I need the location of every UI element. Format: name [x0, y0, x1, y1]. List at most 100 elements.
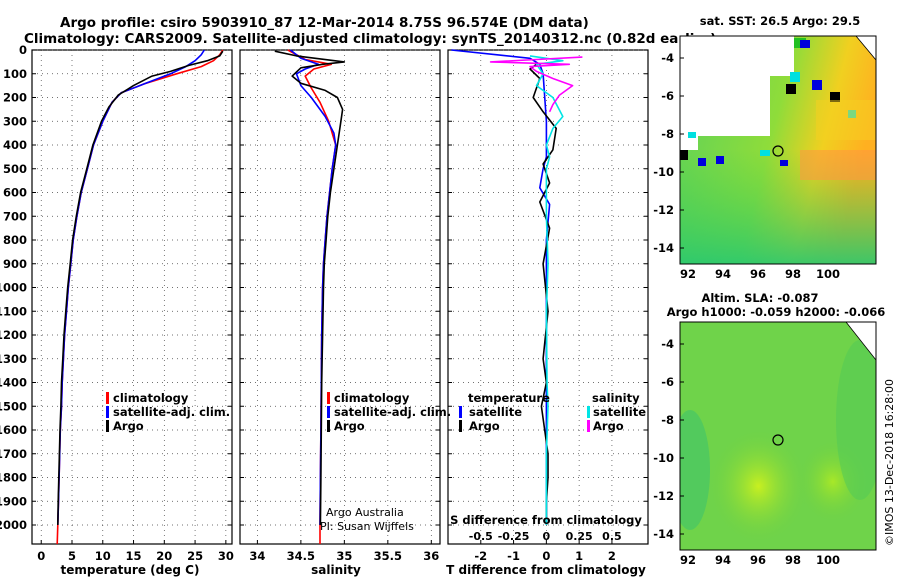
depth-tick-label: 1800	[0, 471, 27, 485]
salinity-xlabel: salinity	[311, 563, 361, 577]
diff-t-sat-marker	[459, 406, 462, 418]
map-lat-label: -10	[653, 451, 674, 465]
legend-s-clim-marker	[327, 392, 330, 404]
map-lon-label: 100	[816, 553, 840, 567]
sst-argo-location-marker	[772, 145, 784, 157]
depth-axis-labels: 0 100 200 300 400 500 600 700 800 900 1000 1100 1200…	[0, 43, 27, 532]
map-lat-label: -12	[653, 203, 674, 217]
s-diff-tick-label: -0.25	[498, 530, 530, 543]
legend-s-clim-label: climatology	[334, 391, 410, 405]
imos-watermark: ©IMOS 13-Dec-2018 16:28:00	[883, 379, 896, 546]
x-tick-label: -2	[474, 549, 487, 563]
depth-tick-label: 800	[3, 233, 27, 247]
difference-xlabel: T difference from climatology	[446, 563, 646, 577]
x-tick-label: 5	[68, 549, 76, 563]
diff-s-argo-marker	[587, 420, 590, 432]
legend-clim-label: climatology	[113, 391, 189, 405]
map-lon-label: 98	[785, 553, 801, 567]
title-line-2: Climatology: CARS2009. Satellite-adjuste…	[24, 31, 716, 47]
series-line-salinity-satellite	[529, 55, 564, 525]
sst-map-frame	[679, 35, 877, 265]
sla-map	[680, 322, 876, 550]
legend-s-sat-label: satellite-adj. clim.	[334, 405, 451, 419]
diff-t-sat-label: satellite	[469, 405, 522, 419]
x-tick-label: 2	[608, 549, 616, 563]
salinity-legend: climatology satellite-adj. clim. Argo	[327, 391, 451, 433]
x-tick-label: 25	[187, 549, 203, 563]
map-lat-label: -10	[653, 165, 674, 179]
x-tick-label: 10	[95, 549, 111, 563]
x-tick-label: 1	[575, 549, 583, 563]
depth-tick-label: 1100	[0, 304, 27, 318]
depth-tick-label: 0	[19, 43, 27, 57]
s-diff-tick-label: 0.25	[566, 530, 593, 543]
credit-line-2: PI: Susan Wijffels	[320, 520, 414, 533]
x-tick-label: 0	[37, 549, 45, 563]
legend-sat-marker	[106, 406, 109, 418]
depth-tick-label: 1000	[0, 281, 27, 295]
s-difference-title: S difference from climatology	[450, 513, 642, 527]
series-lines	[56, 49, 583, 545]
x-tick-label: 15	[126, 549, 142, 563]
depth-tick-label: 1200	[0, 328, 27, 342]
map-lon-label: 94	[715, 267, 731, 281]
map-lat-label: -8	[661, 127, 674, 141]
temperature-panel-frame	[31, 49, 233, 545]
legend-argo-marker	[106, 420, 109, 432]
depth-tick-label: 1400	[0, 376, 27, 390]
title-line-1: Argo profile: csiro 5903910_87 12-Mar-20…	[60, 15, 589, 31]
map-lon-label: 98	[785, 267, 801, 281]
legend-argo-label: Argo	[113, 419, 144, 433]
x-tick-label: 34	[249, 549, 265, 563]
x-tick-labels: 0 5 10 15 20 25 30 34 34.5 35 35.5 36 -2 -1 0 1 2 -0.5 -0.…	[37, 530, 621, 563]
map-lat-label: -14	[653, 527, 674, 541]
x-tick-label: -1	[507, 549, 520, 563]
map-lat-label: -8	[661, 413, 674, 427]
series-line-salinity-argo	[489, 56, 583, 113]
depth-tick-label: 100	[3, 67, 27, 81]
map-lon-label: 92	[680, 553, 696, 567]
difference-legend: temperature salinity satellite Argo sate…	[459, 391, 646, 433]
depth-tick-label: 900	[3, 257, 27, 271]
x-tick-label: 0	[542, 549, 550, 563]
depth-tick-label: 500	[3, 162, 27, 176]
temperature-xlabel: temperature (deg C)	[61, 563, 200, 577]
depth-tick-label: 2000	[0, 518, 27, 532]
legend-sat-label: satellite-adj. clim.	[113, 405, 230, 419]
x-tick-label: 30	[218, 549, 234, 563]
map-lon-label: 96	[750, 553, 766, 567]
diff-temp-heading: temperature	[468, 391, 550, 405]
credit-line-1: Argo Australia	[326, 506, 404, 519]
depth-tick-label: 700	[3, 209, 27, 223]
depth-tick-label: 1300	[0, 352, 27, 366]
diff-s-sat-label: satellite	[593, 405, 646, 419]
x-tick-label: 20	[156, 549, 172, 563]
legend-s-sat-marker	[327, 406, 330, 418]
s-diff-tick-label: -0.5	[469, 530, 493, 543]
map-lon-label: 96	[750, 267, 766, 281]
sla-map-title-1: Altim. SLA: -0.087	[701, 291, 818, 305]
depth-tick-label: 1900	[0, 494, 27, 508]
sst-map	[680, 36, 876, 264]
legend-s-argo-label: Argo	[334, 419, 365, 433]
depth-tick-label: 300	[3, 114, 27, 128]
x-tick-label: 35	[336, 549, 352, 563]
map-lat-label: -14	[653, 241, 674, 255]
sla-map-frame	[679, 321, 877, 551]
series-line-temperature-argo	[529, 63, 558, 525]
legend-s-argo-marker	[327, 420, 330, 432]
series-line-argo	[274, 50, 346, 526]
depth-tick-label: 1700	[0, 447, 27, 461]
depth-tick-label: 1500	[0, 399, 27, 413]
map-lat-label: -6	[661, 375, 674, 389]
diff-t-argo-marker	[459, 420, 462, 432]
series-line-argo	[57, 50, 224, 526]
map-lon-label: 94	[715, 553, 731, 567]
diff-s-argo-label: Argo	[593, 419, 624, 433]
series-line-temperature-satellite	[451, 49, 551, 525]
diff-s-sat-marker	[587, 406, 590, 418]
depth-tick-label: 400	[3, 138, 27, 152]
map-lat-label: -4	[661, 337, 674, 351]
sla-argo-location-marker	[772, 434, 784, 446]
